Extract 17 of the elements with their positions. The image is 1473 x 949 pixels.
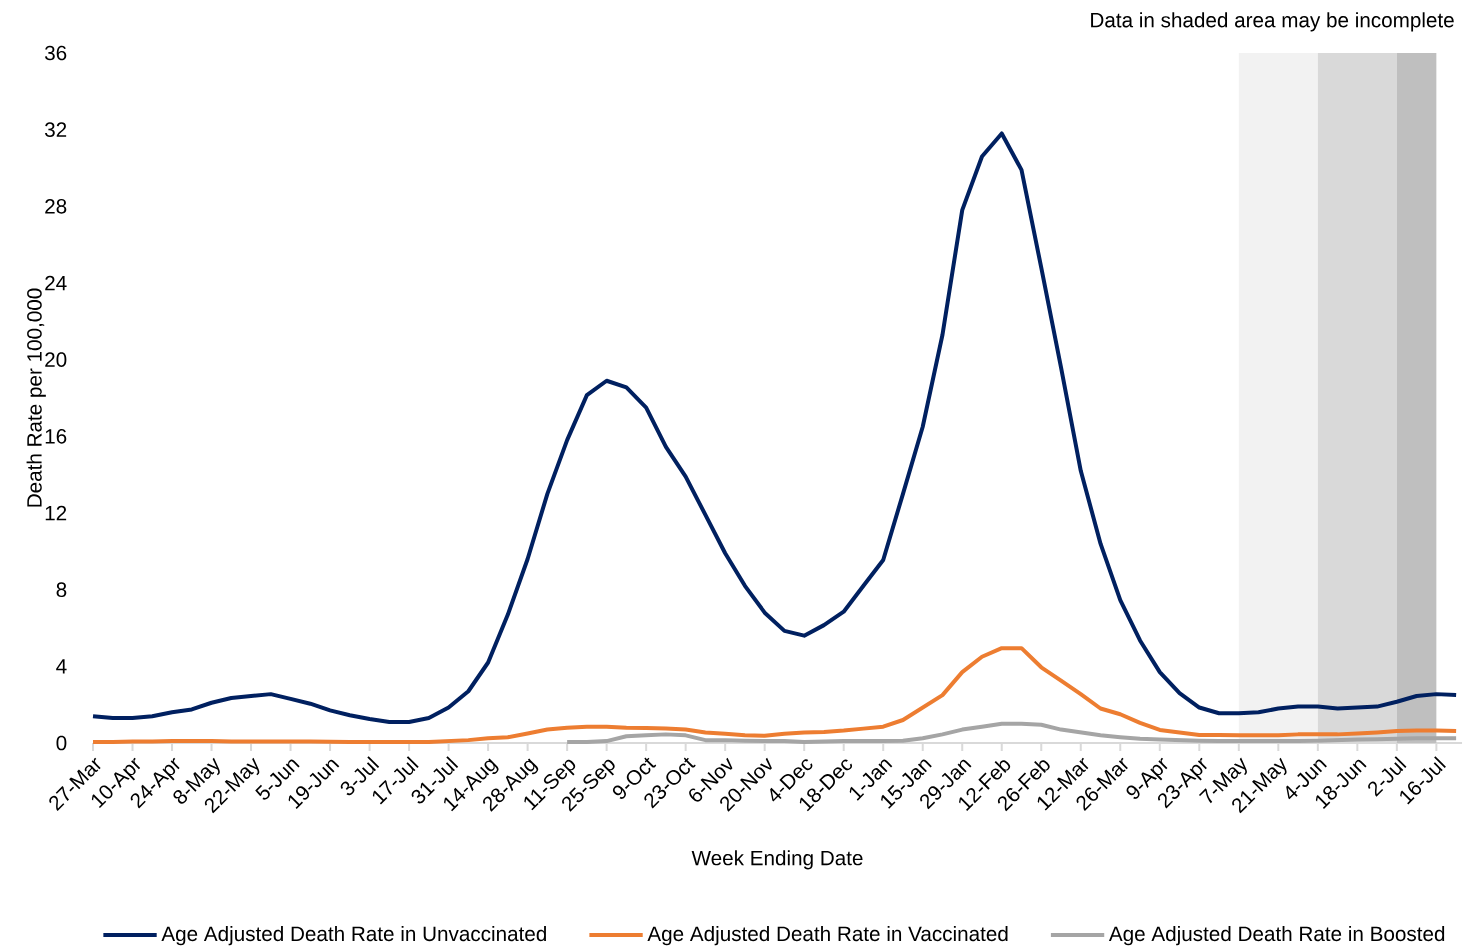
y-tick-label: 24 [45, 275, 67, 291]
y-tick-label: 36 [44, 45, 67, 61]
y-tick-label: 4 [56, 659, 67, 674]
y-tick-label: 32 [44, 122, 67, 137]
y-tick-label: 12 [45, 505, 67, 521]
legend-label: Age Adjusted Death Rate in Unvaccinated [161, 925, 546, 946]
y-tick-label: 28 [45, 199, 67, 214]
y-tick-label: 20 [45, 352, 67, 367]
text: Data in shaded area may be incomplete [1091, 12, 1454, 32]
y-axis-title: Death Rate per 100,000 [26, 288, 46, 507]
y-tick-label: 8 [56, 582, 67, 597]
y-tick-label: 16 [45, 429, 67, 444]
y-tick-label: 0 [56, 735, 67, 751]
legend-label: Age Adjusted Death Rate in Boosted [1108, 925, 1445, 946]
legend-label: Age Adjusted Death Rate in Vaccinated [647, 925, 1008, 946]
line-series [91, 131, 1459, 724]
x-axis-title: Week Ending Date [691, 850, 863, 870]
